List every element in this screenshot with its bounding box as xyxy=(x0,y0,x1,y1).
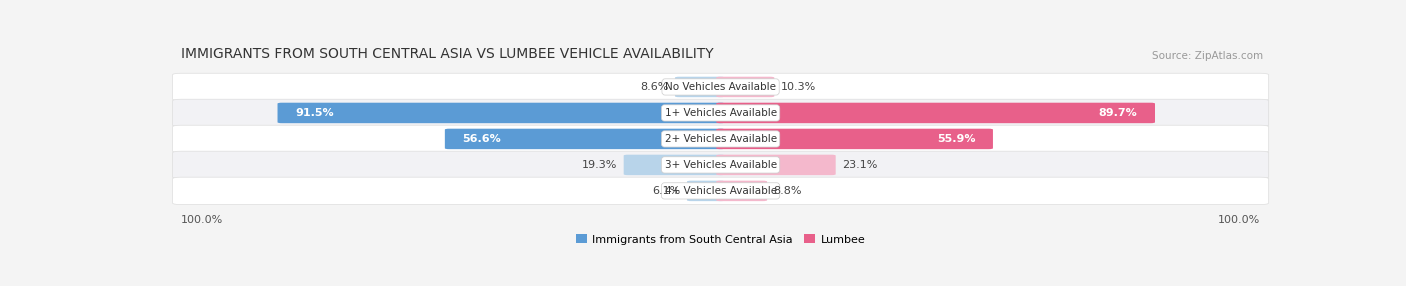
Text: 91.5%: 91.5% xyxy=(295,108,333,118)
Text: 55.9%: 55.9% xyxy=(936,134,976,144)
Text: 23.1%: 23.1% xyxy=(842,160,877,170)
Text: 3+ Vehicles Available: 3+ Vehicles Available xyxy=(665,160,776,170)
Text: No Vehicles Available: No Vehicles Available xyxy=(665,82,776,92)
Text: 100.0%: 100.0% xyxy=(1218,215,1260,225)
Text: 6.1%: 6.1% xyxy=(652,186,681,196)
Text: 4+ Vehicles Available: 4+ Vehicles Available xyxy=(665,186,776,196)
Text: 8.8%: 8.8% xyxy=(773,186,803,196)
FancyBboxPatch shape xyxy=(277,103,725,123)
FancyBboxPatch shape xyxy=(716,155,835,175)
FancyBboxPatch shape xyxy=(444,129,725,149)
Text: 89.7%: 89.7% xyxy=(1099,108,1137,118)
FancyBboxPatch shape xyxy=(173,73,1268,101)
FancyBboxPatch shape xyxy=(716,103,1154,123)
FancyBboxPatch shape xyxy=(173,151,1268,179)
FancyBboxPatch shape xyxy=(716,181,768,201)
FancyBboxPatch shape xyxy=(688,181,725,201)
Text: 2+ Vehicles Available: 2+ Vehicles Available xyxy=(665,134,776,144)
Legend: Immigrants from South Central Asia, Lumbee: Immigrants from South Central Asia, Lumb… xyxy=(571,230,870,249)
FancyBboxPatch shape xyxy=(624,155,725,175)
Text: IMMIGRANTS FROM SOUTH CENTRAL ASIA VS LUMBEE VEHICLE AVAILABILITY: IMMIGRANTS FROM SOUTH CENTRAL ASIA VS LU… xyxy=(181,47,714,61)
FancyBboxPatch shape xyxy=(716,129,993,149)
Text: 100.0%: 100.0% xyxy=(181,215,224,225)
FancyBboxPatch shape xyxy=(173,125,1268,153)
FancyBboxPatch shape xyxy=(675,77,725,97)
Text: 56.6%: 56.6% xyxy=(463,134,501,144)
FancyBboxPatch shape xyxy=(716,77,775,97)
FancyBboxPatch shape xyxy=(173,177,1268,204)
Text: 19.3%: 19.3% xyxy=(582,160,617,170)
FancyBboxPatch shape xyxy=(173,99,1268,127)
Text: 8.6%: 8.6% xyxy=(640,82,668,92)
Text: 10.3%: 10.3% xyxy=(780,82,815,92)
Text: 1+ Vehicles Available: 1+ Vehicles Available xyxy=(665,108,776,118)
Text: Source: ZipAtlas.com: Source: ZipAtlas.com xyxy=(1152,51,1263,61)
